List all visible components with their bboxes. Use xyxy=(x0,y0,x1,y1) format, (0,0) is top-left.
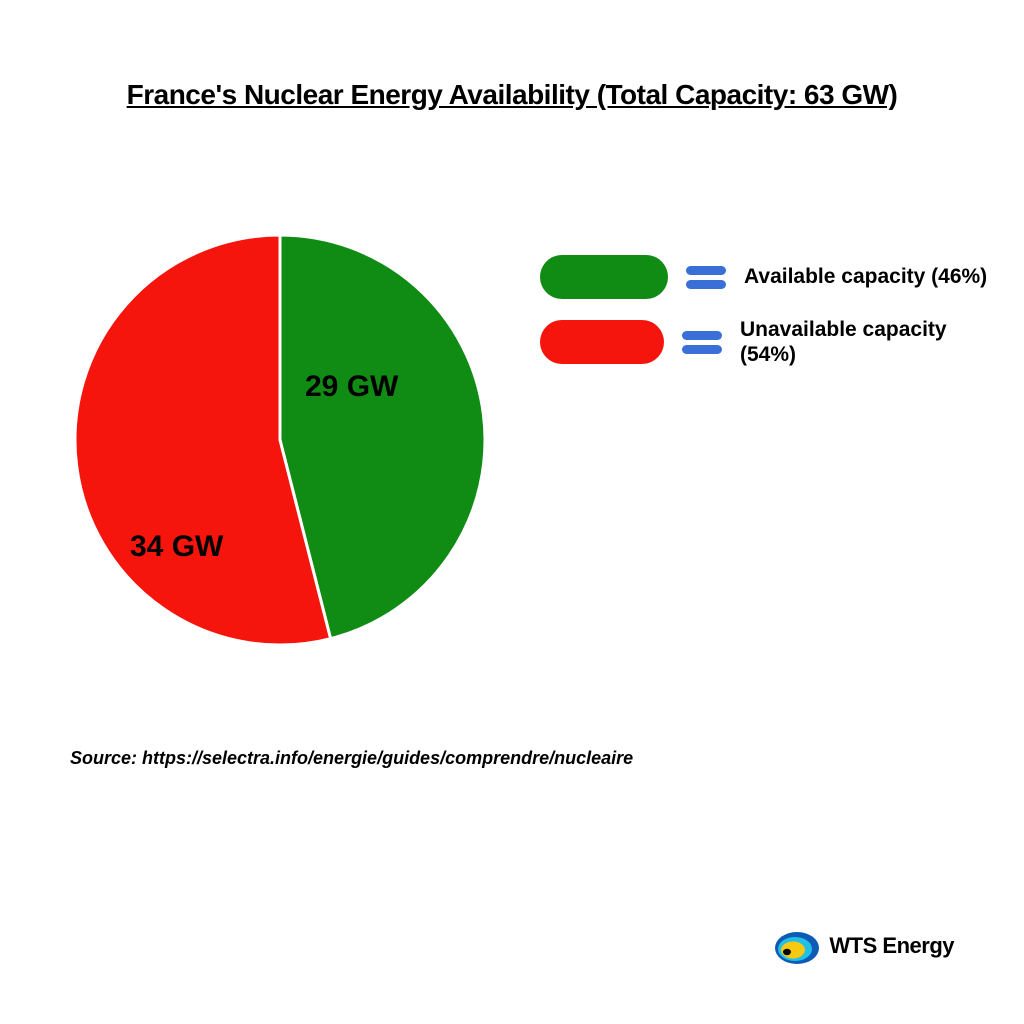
legend-label-unavailable: Unavailable capacity (54%) xyxy=(740,317,1000,367)
slice-label-available: 29 GW xyxy=(305,370,398,404)
logo-text: WTS Energy xyxy=(829,933,954,959)
equals-icon xyxy=(682,331,722,354)
legend-item-available: Available capacity (46%) xyxy=(540,255,1000,299)
pie-chart: 29 GW 34 GW xyxy=(70,230,490,650)
legend-item-unavailable: Unavailable capacity (54%) xyxy=(540,317,1000,367)
infographic-container: { "title": "France's Nuclear Energy Avai… xyxy=(0,0,1024,1024)
logo-icon xyxy=(771,928,819,964)
legend-swatch-available xyxy=(540,255,668,299)
brand-logo: WTS Energy xyxy=(771,928,954,964)
equals-icon xyxy=(686,266,726,289)
pie-svg xyxy=(70,230,490,650)
chart-title: France's Nuclear Energy Availability (To… xyxy=(0,79,1024,111)
slice-label-unavailable: 34 GW xyxy=(130,530,223,564)
source-citation: Source: https://selectra.info/energie/gu… xyxy=(70,748,633,769)
legend-swatch-unavailable xyxy=(540,320,664,364)
chart-legend: Available capacity (46%) Unavailable cap… xyxy=(540,255,1000,385)
legend-label-available: Available capacity (46%) xyxy=(744,264,987,289)
